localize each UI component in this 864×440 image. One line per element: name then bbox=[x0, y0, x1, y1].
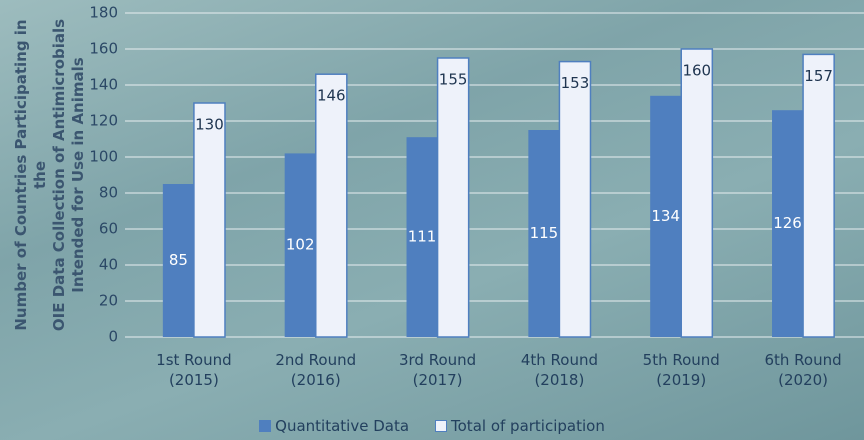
value-label: 134 bbox=[651, 207, 680, 225]
bar bbox=[681, 49, 712, 337]
y-tick-label: 160 bbox=[89, 40, 118, 58]
legend-item: Total of participation bbox=[435, 417, 605, 435]
value-label: 126 bbox=[773, 214, 802, 232]
y-tick-label: 100 bbox=[89, 148, 118, 166]
bar bbox=[559, 62, 590, 337]
y-tick-label: 120 bbox=[89, 112, 118, 130]
legend: Quantitative Data Total of participation bbox=[0, 417, 864, 435]
value-label: 115 bbox=[530, 224, 559, 242]
x-tick-label: 6th Round (2020) bbox=[743, 350, 863, 390]
legend-item: Quantitative Data bbox=[259, 417, 409, 435]
value-label: 85 bbox=[169, 251, 188, 269]
legend-label: Quantitative Data bbox=[275, 417, 409, 435]
bar bbox=[316, 74, 347, 337]
y-tick-label: 0 bbox=[108, 328, 118, 346]
y-tick-label: 80 bbox=[99, 184, 118, 202]
legend-label: Total of participation bbox=[451, 417, 605, 435]
bar bbox=[438, 58, 469, 337]
bar bbox=[803, 54, 834, 337]
value-label: 160 bbox=[682, 62, 711, 80]
value-label: 153 bbox=[561, 74, 590, 92]
y-tick-label: 140 bbox=[89, 76, 118, 94]
legend-swatch bbox=[259, 420, 271, 432]
bar bbox=[194, 103, 225, 337]
x-tick-label: 2nd Round (2016) bbox=[256, 350, 376, 390]
value-label: 102 bbox=[286, 236, 315, 254]
y-axis-title: Number of Countries Participating in the… bbox=[12, 5, 88, 345]
x-tick-label: 4th Round (2018) bbox=[499, 350, 619, 390]
chart: 0 20 40 60 80 100 120 140 160 180 85 130 102 146 111 15… bbox=[0, 0, 864, 440]
x-tick-label: 1st Round (2015) bbox=[134, 350, 254, 390]
value-label: 155 bbox=[439, 71, 468, 89]
y-tick-label: 20 bbox=[99, 292, 118, 310]
x-tick-label: 3rd Round (2017) bbox=[378, 350, 498, 390]
value-label: 130 bbox=[195, 116, 224, 134]
y-tick-label: 180 bbox=[89, 4, 118, 22]
legend-swatch bbox=[435, 420, 447, 432]
y-tick-label: 60 bbox=[99, 220, 118, 238]
value-label: 111 bbox=[408, 228, 437, 246]
value-label: 157 bbox=[804, 67, 833, 85]
x-tick-label: 5th Round (2019) bbox=[621, 350, 741, 390]
value-label: 146 bbox=[317, 87, 346, 105]
y-tick-label: 40 bbox=[99, 256, 118, 274]
